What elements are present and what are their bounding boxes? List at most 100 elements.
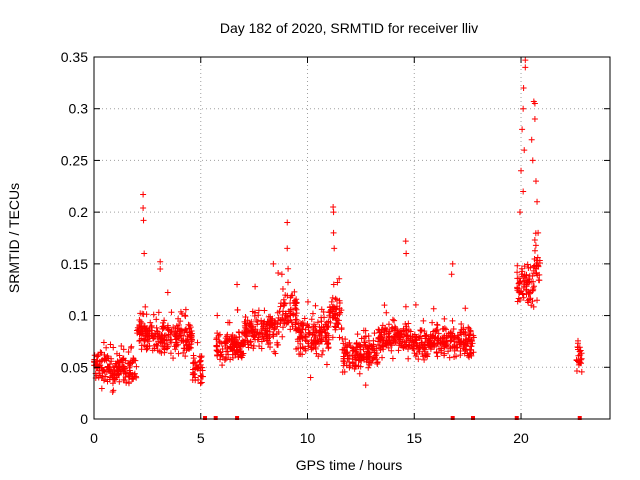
data-point bbox=[531, 283, 538, 290]
zero-marker bbox=[470, 416, 475, 420]
data-point bbox=[429, 333, 436, 340]
data-point bbox=[144, 336, 151, 343]
data-point bbox=[534, 272, 541, 279]
data-point bbox=[514, 262, 521, 269]
zero-marker bbox=[577, 416, 582, 420]
data-point bbox=[325, 344, 332, 351]
data-point bbox=[266, 339, 273, 346]
data-point bbox=[276, 308, 283, 315]
data-point bbox=[468, 343, 475, 350]
data-point bbox=[340, 340, 347, 347]
data-point bbox=[296, 335, 303, 342]
data-point bbox=[514, 284, 521, 291]
data-point bbox=[218, 351, 225, 358]
data-point bbox=[225, 351, 232, 358]
data-point bbox=[532, 242, 539, 249]
data-point bbox=[214, 312, 221, 319]
data-point bbox=[100, 377, 107, 384]
data-point bbox=[529, 287, 536, 294]
data-point bbox=[230, 347, 237, 354]
data-point bbox=[122, 368, 129, 375]
data-point bbox=[93, 358, 100, 365]
data-point bbox=[310, 329, 317, 336]
data-point bbox=[422, 332, 429, 339]
data-point bbox=[175, 350, 182, 357]
data-point bbox=[281, 320, 288, 327]
data-point bbox=[295, 345, 302, 352]
data-point bbox=[297, 350, 304, 357]
data-point bbox=[287, 326, 294, 333]
data-point bbox=[104, 353, 111, 360]
data-point bbox=[221, 357, 228, 363]
data-point bbox=[389, 355, 396, 362]
data-point bbox=[416, 348, 423, 355]
data-point bbox=[148, 330, 155, 337]
data-point bbox=[388, 325, 395, 332]
data-point bbox=[305, 330, 312, 337]
data-point bbox=[227, 345, 234, 352]
data-point bbox=[270, 326, 277, 333]
data-point bbox=[416, 334, 423, 341]
data-point bbox=[535, 277, 542, 284]
data-point bbox=[222, 355, 229, 362]
data-point bbox=[386, 333, 393, 340]
data-point bbox=[532, 178, 539, 185]
data-point bbox=[385, 344, 392, 351]
data-point bbox=[222, 339, 229, 346]
data-point bbox=[253, 316, 260, 323]
data-point bbox=[238, 351, 245, 358]
data-point bbox=[224, 331, 231, 338]
data-point bbox=[521, 147, 528, 154]
data-point bbox=[388, 347, 395, 354]
data-point bbox=[141, 250, 148, 257]
data-point bbox=[466, 346, 473, 353]
data-point bbox=[405, 346, 412, 353]
data-point bbox=[101, 351, 108, 358]
data-points bbox=[91, 57, 585, 420]
data-point bbox=[515, 280, 522, 287]
data-point bbox=[252, 336, 259, 343]
data-point bbox=[526, 289, 533, 296]
data-point bbox=[94, 357, 101, 364]
data-point bbox=[536, 259, 543, 266]
data-point bbox=[161, 340, 168, 347]
data-point bbox=[383, 309, 390, 316]
data-point bbox=[284, 245, 291, 252]
data-point bbox=[411, 339, 418, 346]
data-point bbox=[285, 279, 292, 286]
data-point bbox=[516, 209, 523, 216]
data-point bbox=[187, 336, 194, 343]
data-point bbox=[250, 333, 257, 340]
data-point bbox=[197, 380, 204, 387]
data-point bbox=[516, 289, 523, 296]
data-point bbox=[357, 346, 364, 353]
data-point bbox=[531, 236, 538, 243]
data-point bbox=[354, 331, 361, 338]
data-point bbox=[289, 323, 296, 330]
data-point bbox=[284, 219, 291, 226]
data-point bbox=[148, 324, 155, 331]
data-point bbox=[323, 334, 330, 341]
data-point bbox=[374, 361, 381, 368]
data-point bbox=[514, 298, 521, 305]
data-point bbox=[424, 350, 431, 357]
data-point bbox=[346, 339, 353, 346]
data-point bbox=[466, 354, 473, 361]
data-point bbox=[453, 353, 460, 360]
data-point bbox=[217, 352, 224, 359]
data-point bbox=[518, 167, 525, 174]
data-point bbox=[138, 335, 145, 342]
data-point bbox=[402, 303, 409, 310]
data-point bbox=[309, 310, 316, 317]
data-point bbox=[197, 358, 204, 365]
data-point bbox=[420, 317, 427, 324]
data-point bbox=[150, 311, 157, 318]
data-point bbox=[366, 361, 373, 368]
data-point bbox=[356, 370, 363, 377]
data-point bbox=[125, 378, 132, 385]
data-point bbox=[346, 352, 353, 359]
data-point bbox=[304, 298, 311, 305]
data-point bbox=[272, 350, 279, 357]
data-point bbox=[332, 295, 339, 302]
data-point bbox=[181, 312, 188, 319]
